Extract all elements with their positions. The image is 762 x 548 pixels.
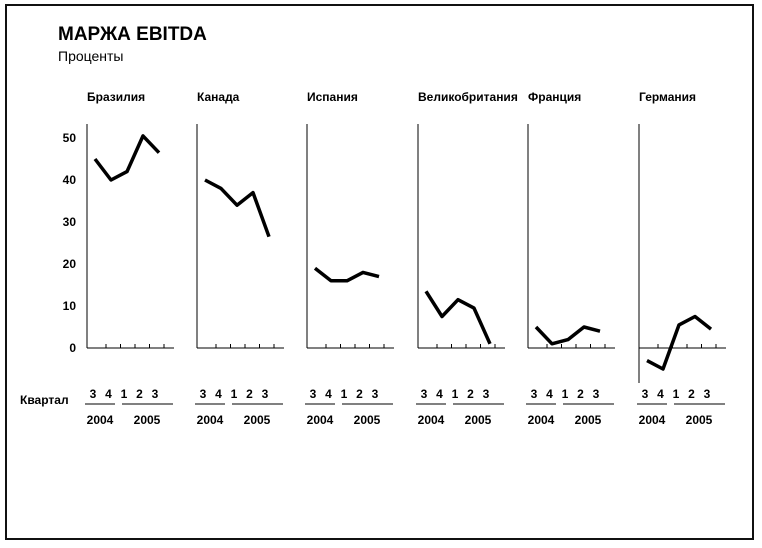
series-line-4 [534, 325, 601, 346]
series-line-5 [646, 314, 713, 371]
quarter-label: 1 [673, 387, 680, 401]
quarter-label: 3 [704, 387, 711, 401]
y-tick-label: 20 [63, 257, 77, 271]
quarter-label: 3 [372, 387, 379, 401]
year-label: 2005 [465, 413, 492, 427]
quarter-label: 1 [452, 387, 459, 401]
year-label: 2004 [307, 413, 334, 427]
quarter-label: 3 [90, 387, 97, 401]
series-line-1 [204, 178, 271, 238]
panel-title: Бразилия [87, 90, 145, 104]
quarter-label: 2 [246, 387, 253, 401]
year-label: 2005 [575, 413, 602, 427]
year-label: 2004 [418, 413, 445, 427]
series-line-2 [313, 266, 380, 283]
quarter-label: 2 [577, 387, 584, 401]
quarter-label: 2 [467, 387, 474, 401]
series-line-0 [93, 134, 161, 182]
quarter-label: 2 [688, 387, 695, 401]
quarter-label: 3 [593, 387, 600, 401]
quarter-label: 4 [325, 387, 332, 401]
year-label: 2005 [686, 413, 713, 427]
year-label: 2005 [354, 413, 381, 427]
panel-title: Франция [528, 90, 581, 104]
quarter-label: 2 [136, 387, 143, 401]
quarter-label: 3 [200, 387, 207, 401]
panel-title: Германия [639, 90, 696, 104]
quarter-label: 3 [152, 387, 159, 401]
chart-title: МАРЖА EBITDA [58, 24, 207, 45]
y-tick-label: 0 [69, 341, 76, 355]
quarter-label: 1 [341, 387, 348, 401]
panel-title: Великобритания [418, 90, 518, 104]
chart-subtitle: Проценты [58, 48, 124, 64]
series-line-3 [424, 290, 492, 345]
panel-title: Канада [197, 90, 240, 104]
quarter-label: 3 [310, 387, 317, 401]
year-label: 2004 [528, 413, 555, 427]
panel-title: Испания [307, 90, 358, 104]
quarter-label: 3 [262, 387, 269, 401]
chart-frame [5, 4, 754, 540]
quarter-label: 1 [562, 387, 569, 401]
quarter-label: 4 [657, 387, 664, 401]
quarter-label: 4 [215, 387, 222, 401]
quarter-label: 1 [231, 387, 238, 401]
quarter-axis-label: Квартал [20, 393, 69, 407]
year-label: 2004 [87, 413, 114, 427]
y-tick-label: 30 [63, 215, 77, 229]
year-label: 2005 [244, 413, 271, 427]
y-tick-label: 10 [63, 299, 77, 313]
quarter-label: 3 [642, 387, 649, 401]
year-label: 2005 [134, 413, 161, 427]
quarter-label: 4 [105, 387, 112, 401]
y-tick-label: 50 [63, 131, 77, 145]
y-tick-label: 40 [63, 173, 77, 187]
quarter-label: 2 [356, 387, 363, 401]
year-label: 2004 [197, 413, 224, 427]
year-label: 2004 [639, 413, 666, 427]
quarter-label: 4 [546, 387, 553, 401]
quarter-label: 1 [121, 387, 128, 401]
quarter-label: 3 [483, 387, 490, 401]
quarter-label: 4 [436, 387, 443, 401]
quarter-label: 3 [531, 387, 538, 401]
quarter-label: 3 [421, 387, 428, 401]
